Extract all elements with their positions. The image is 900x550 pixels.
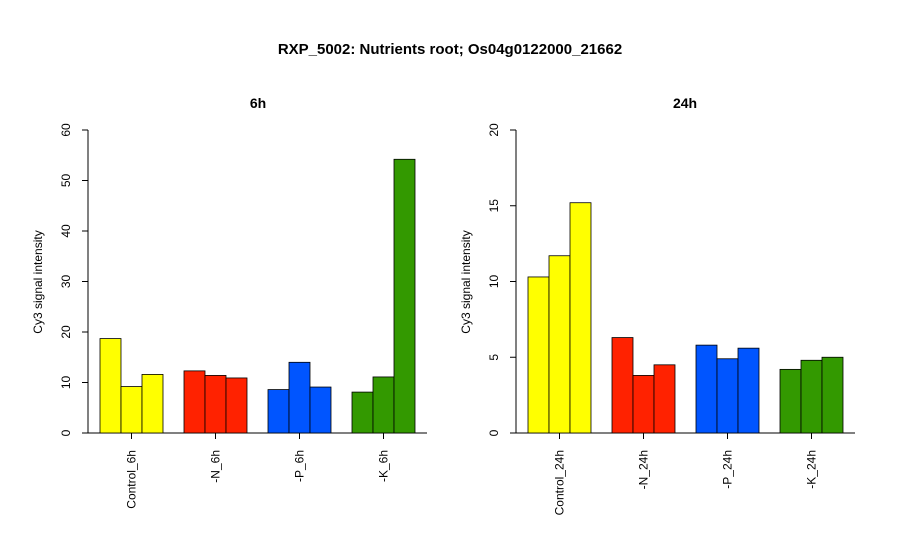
x-tick-label: Control_24h	[553, 450, 567, 515]
bar--K_24h-2	[800, 359, 823, 434]
y-tick-label: 10	[59, 376, 73, 390]
bar--P_24h-3	[737, 347, 760, 434]
bar--N_6h-3	[225, 377, 248, 434]
x-tick-label: -P_24h	[721, 450, 735, 489]
y-tick-label: 10	[487, 275, 501, 289]
x-tick-label: -K_6h	[377, 450, 391, 482]
bar--K_6h-1	[351, 391, 374, 434]
bar-Control_24h-3	[569, 202, 592, 434]
panel-6h-title: 6h	[250, 95, 266, 111]
bar--N_6h-1	[183, 370, 206, 434]
y-tick-label: 40	[59, 224, 73, 238]
bar--P_6h-3	[309, 386, 332, 434]
bar--N_24h-1	[611, 337, 634, 434]
bar-Control_6h-2	[120, 386, 143, 434]
bar--N_6h-2	[204, 375, 227, 434]
panel-6h: 6h Cy3 signal intensity 0 10 20 30 40 50 60 Co…	[31, 95, 427, 509]
bar--K_24h-1	[779, 368, 802, 434]
panel-24h-ylabel: Cy3 signal intensity	[459, 230, 473, 333]
y-tick-label: 60	[59, 123, 73, 137]
bar--P_24h-1	[695, 344, 718, 434]
bar--N_24h-3	[653, 364, 676, 434]
panel-24h-y-ticks: 0 5 10 15 20	[487, 123, 516, 436]
bar--N_24h-2	[632, 375, 655, 434]
bar--K_24h-3	[821, 356, 844, 434]
chart-title: RXP_5002: Nutrients root; Os04g0122000_2…	[278, 41, 622, 58]
panel-24h-title: 24h	[673, 95, 697, 111]
y-tick-label: 0	[59, 429, 73, 436]
panel-6h-x-labels: Control_6h -N_6h -P_6h -K_6h	[125, 433, 391, 509]
x-tick-label: Control_6h	[125, 450, 139, 509]
bar-Control_24h-2	[548, 255, 571, 434]
x-tick-label: -N_24h	[637, 450, 651, 489]
panel-24h-x-labels: Control_24h -N_24h -P_24h -K_24h	[553, 433, 819, 515]
bar--K_6h-3	[393, 158, 416, 434]
panel-24h: 24h Cy3 signal intensity 0 5 10 15 20 Contro…	[459, 95, 855, 515]
bar-Control_24h-1	[527, 276, 550, 434]
bar--P_6h-1	[267, 389, 290, 434]
panel-6h-bars	[99, 158, 416, 434]
panel-6h-ylabel: Cy3 signal intensity	[31, 230, 45, 333]
panel-6h-y-ticks: 0 10 20 30 40 50 60	[59, 123, 88, 436]
bar-Control_6h-3	[141, 374, 164, 434]
panel-24h-bars	[527, 202, 844, 434]
y-tick-label: 20	[487, 123, 501, 137]
bar--P_24h-2	[716, 358, 739, 434]
bar-Control_6h-1	[99, 338, 122, 434]
y-tick-label: 20	[59, 325, 73, 339]
bar--P_6h-2	[288, 361, 311, 434]
x-tick-label: -P_6h	[293, 450, 307, 482]
bar--K_6h-2	[372, 376, 395, 434]
y-tick-label: 30	[59, 275, 73, 289]
x-tick-label: -K_24h	[805, 450, 819, 489]
x-tick-label: -N_6h	[209, 450, 223, 483]
y-tick-label: 15	[487, 199, 501, 213]
y-tick-label: 50	[59, 174, 73, 188]
y-tick-label: 0	[487, 429, 501, 436]
y-tick-label: 5	[487, 354, 501, 361]
